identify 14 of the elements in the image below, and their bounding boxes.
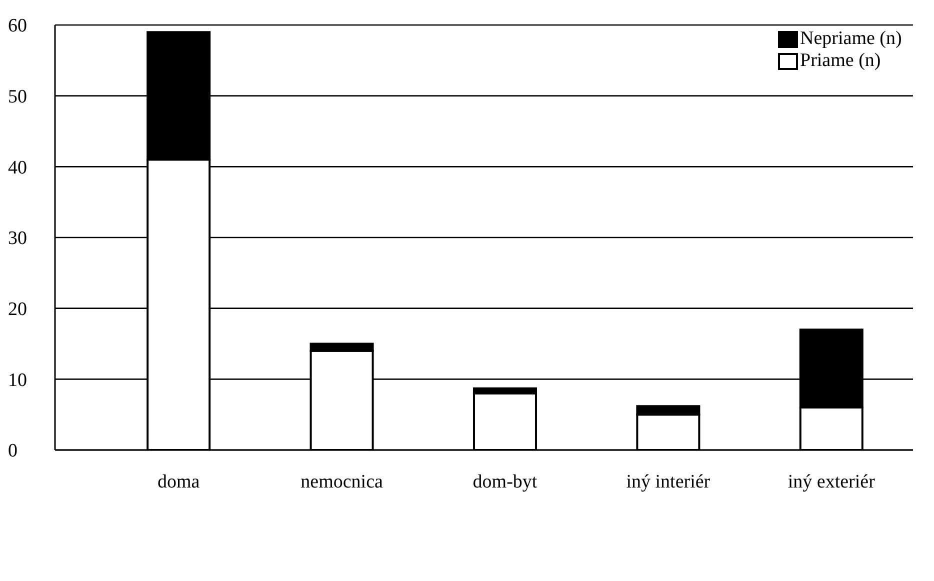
y-tick-label: 60 (8, 16, 27, 37)
y-tick-label: 40 (8, 157, 27, 178)
y-tick-label: 10 (8, 370, 27, 391)
legend-label: Priame (n) (800, 50, 881, 72)
y-tick-label: 0 (8, 440, 18, 462)
x-tick-label: dom-byt (472, 471, 538, 492)
x-tick-label: doma (157, 471, 200, 492)
x-tick-label: iný interiér (626, 471, 711, 492)
legend-label: Nepriame (n) (800, 28, 902, 50)
y-tick-label: 50 (8, 86, 27, 108)
y-tick-label: 30 (8, 228, 27, 250)
y-tick-label: 20 (8, 298, 27, 320)
x-tick-label: iný exteriér (788, 471, 876, 492)
x-tick-label: nemocnica (300, 471, 384, 492)
